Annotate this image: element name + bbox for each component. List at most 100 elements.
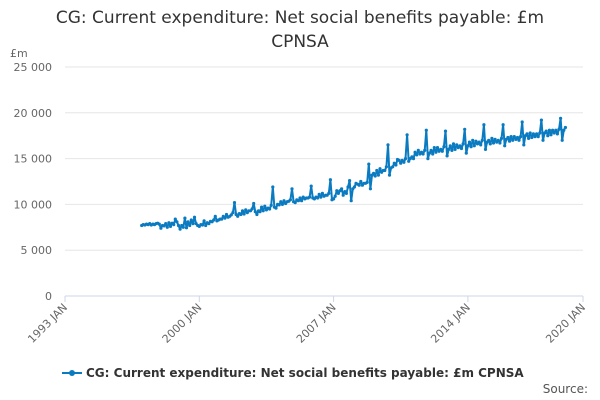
data-point	[157, 222, 161, 226]
data-point	[459, 146, 464, 151]
data-point	[509, 135, 513, 139]
data-point	[554, 128, 558, 132]
data-point	[483, 147, 488, 151]
data-point	[357, 183, 361, 187]
data-point	[346, 185, 350, 189]
data-point	[527, 136, 531, 140]
data-point	[487, 138, 491, 142]
data-point	[269, 203, 273, 207]
data-point	[560, 138, 564, 142]
data-point	[288, 198, 292, 202]
data-point	[316, 196, 320, 200]
data-point	[450, 148, 454, 152]
data-point	[466, 144, 470, 148]
data-point	[252, 201, 256, 206]
data-point	[480, 138, 484, 142]
data-point	[477, 140, 481, 144]
data-point	[277, 203, 281, 207]
chart-title-line-2: CPNSA	[271, 32, 329, 52]
data-point	[482, 123, 486, 127]
data-point	[282, 199, 286, 203]
data-point	[531, 132, 536, 136]
data-point	[413, 150, 417, 154]
data-point	[448, 144, 452, 148]
data-point	[260, 205, 264, 209]
data-point	[551, 128, 555, 132]
data-point	[427, 151, 432, 155]
data-point	[562, 128, 566, 132]
data-point	[308, 195, 312, 199]
data-point	[327, 191, 331, 195]
data-point	[455, 143, 459, 147]
data-point	[378, 167, 382, 171]
data-point	[496, 138, 500, 142]
data-point	[498, 141, 502, 145]
data-point	[472, 144, 476, 148]
data-point	[525, 132, 529, 136]
data-point	[372, 171, 376, 175]
data-point	[192, 215, 197, 219]
data-point	[239, 212, 243, 217]
data-point	[274, 206, 278, 210]
data-point	[348, 179, 352, 183]
data-point	[279, 200, 283, 204]
data-point	[375, 168, 379, 173]
data-point	[189, 218, 193, 222]
data-point	[296, 199, 300, 203]
data-point	[447, 147, 451, 151]
legend[interactable]: CG: Current expenditure: Net social bene…	[62, 366, 524, 380]
data-point	[202, 219, 206, 223]
data-point	[434, 150, 438, 154]
y-tick-label: 25 000	[14, 61, 53, 74]
data-point	[517, 138, 521, 142]
data-point	[317, 192, 321, 196]
data-point	[164, 222, 168, 226]
data-point	[536, 135, 540, 139]
data-point	[328, 178, 332, 182]
data-point	[168, 224, 173, 228]
data-point	[173, 217, 177, 221]
data-point	[403, 157, 408, 161]
data-point	[512, 135, 516, 139]
data-point	[469, 145, 473, 149]
data-point	[258, 210, 262, 214]
data-point	[290, 187, 294, 191]
data-point	[340, 187, 344, 191]
x-tick-label: 2000 JAN	[160, 301, 205, 346]
data-point	[184, 226, 189, 230]
data-point	[491, 141, 496, 145]
data-point	[298, 196, 302, 200]
data-point	[384, 165, 388, 169]
data-point	[405, 133, 409, 137]
data-point	[280, 202, 284, 206]
data-point	[499, 136, 504, 140]
data-point	[191, 222, 195, 226]
data-point	[426, 157, 430, 161]
data-point	[240, 209, 245, 213]
data-point	[268, 207, 272, 211]
data-point	[341, 193, 345, 197]
data-point	[474, 139, 478, 143]
data-point	[530, 135, 534, 140]
data-point	[172, 223, 176, 227]
data-point	[333, 194, 337, 198]
data-point	[244, 208, 248, 212]
data-point	[213, 214, 217, 218]
chart-title-line-1: CG: Current expenditure: Net social bene…	[55, 8, 545, 28]
data-point	[440, 149, 444, 153]
data-point	[411, 157, 416, 161]
data-point	[236, 214, 240, 218]
data-point	[546, 134, 550, 138]
data-point	[432, 146, 436, 150]
series-group	[140, 116, 568, 231]
data-point	[188, 223, 192, 228]
data-point	[359, 179, 363, 184]
data-point	[539, 118, 544, 122]
data-point	[242, 212, 246, 216]
data-point	[261, 209, 265, 213]
data-point	[563, 125, 568, 130]
data-point	[503, 144, 507, 148]
gridlines	[65, 66, 583, 251]
data-point	[255, 212, 259, 217]
data-point	[544, 129, 548, 133]
